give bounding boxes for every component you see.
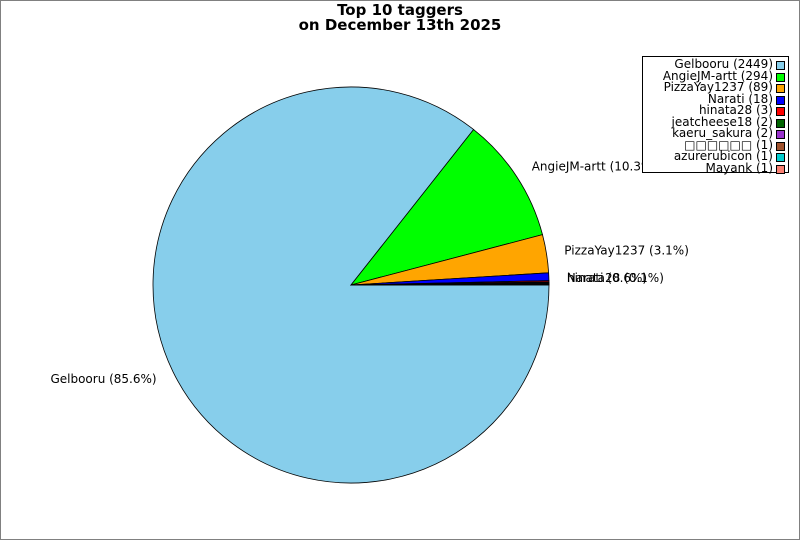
legend-label: Narati (18) bbox=[707, 91, 773, 106]
legend-label: Gelbooru (2449) bbox=[674, 57, 773, 71]
legend-swatch bbox=[776, 141, 785, 151]
legend-swatch bbox=[776, 153, 785, 162]
legend-entry-0: Gelbooru (2449) bbox=[643, 57, 788, 71]
legend-label: azurerubicon (1) bbox=[673, 149, 773, 163]
legend-label: AngieJM-artt (294) bbox=[662, 68, 773, 83]
legend-swatch bbox=[776, 95, 785, 105]
slice-label-4: hinata28 (0.1%) bbox=[567, 271, 664, 285]
legend-swatch bbox=[776, 130, 785, 139]
legend-swatch bbox=[776, 84, 785, 93]
legend-entry-7: □□□□□□ (1) bbox=[643, 137, 788, 152]
legend-swatch bbox=[776, 72, 785, 82]
legend-swatch bbox=[776, 164, 785, 174]
legend-entry-3: Narati (18) bbox=[643, 91, 788, 106]
legend: Gelbooru (2449) AngieJM-artt (294) PizzaYa… bbox=[642, 56, 789, 175]
chart-title-line-1: Top 10 taggers bbox=[337, 1, 463, 19]
legend-entry-2: PizzaYay1237 (89) bbox=[643, 80, 788, 94]
legend-label: PizzaYay1237 (89) bbox=[663, 80, 773, 94]
legend-entry-1: AngieJM-artt (294) bbox=[643, 68, 788, 83]
chart-title: Top 10 taggers on December 13th 2025 bbox=[1, 3, 799, 33]
pie-slice-1 bbox=[349, 128, 543, 286]
legend-entry-8: azurerubicon (1) bbox=[643, 149, 788, 163]
legend-entry-9: Mayank (1) bbox=[643, 160, 788, 175]
legend-entry-5: jeatcheese18 (2) bbox=[643, 114, 788, 129]
legend-label: □□□□□□ (1) bbox=[684, 137, 773, 152]
slice-label-3: Narati (0.6%) bbox=[567, 271, 647, 285]
legend-label: jeatcheese18 (2) bbox=[671, 114, 773, 129]
legend-entry-6: kaeru_sakura (2) bbox=[643, 126, 788, 140]
legend-swatch bbox=[776, 61, 785, 70]
legend-label: kaeru_sakura (2) bbox=[672, 126, 773, 140]
legend-label: Mayank (1) bbox=[705, 160, 773, 175]
legend-swatch bbox=[776, 118, 785, 128]
chart-title-line-2: on December 13th 2025 bbox=[298, 16, 502, 34]
legend-swatch bbox=[776, 107, 785, 116]
slice-label-1: AngieJM-artt (10.3%) bbox=[532, 160, 657, 174]
slice-label-0: Gelbooru (85.6%) bbox=[50, 372, 156, 386]
slice-label-2: PizzaYay1237 (3.1%) bbox=[564, 244, 689, 258]
legend-entry-4: hinata28 (3) bbox=[643, 103, 788, 117]
legend-label: hinata28 (3) bbox=[698, 103, 773, 117]
